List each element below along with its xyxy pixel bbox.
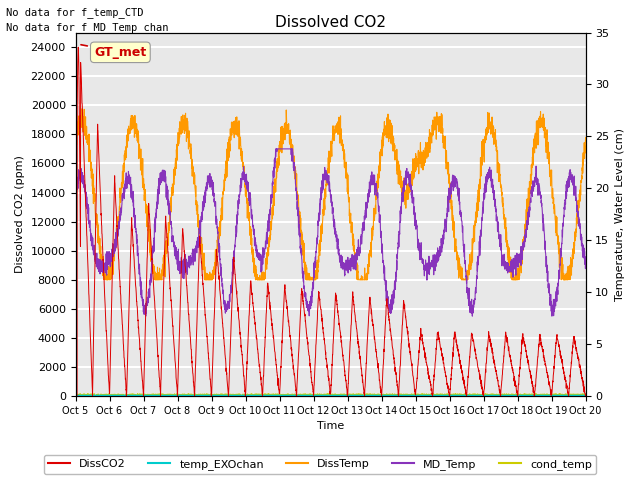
- X-axis label: Time: Time: [317, 421, 344, 432]
- Legend: DissCO2, temp_EXOchan, DissTemp, MD_Temp, cond_temp: DissCO2, temp_EXOchan, DissTemp, MD_Temp…: [44, 455, 596, 474]
- Text: No data for f_MD_Temp_chan: No data for f_MD_Temp_chan: [6, 22, 169, 33]
- Y-axis label: Temperature, Water Level (cm): Temperature, Water Level (cm): [615, 128, 625, 301]
- Text: No data for f_temp_CTD: No data for f_temp_CTD: [6, 7, 144, 18]
- Title: Dissolved CO2: Dissolved CO2: [275, 15, 386, 30]
- Y-axis label: Dissolved CO2 (ppm): Dissolved CO2 (ppm): [15, 156, 25, 273]
- Text: GT_met: GT_met: [81, 45, 147, 59]
